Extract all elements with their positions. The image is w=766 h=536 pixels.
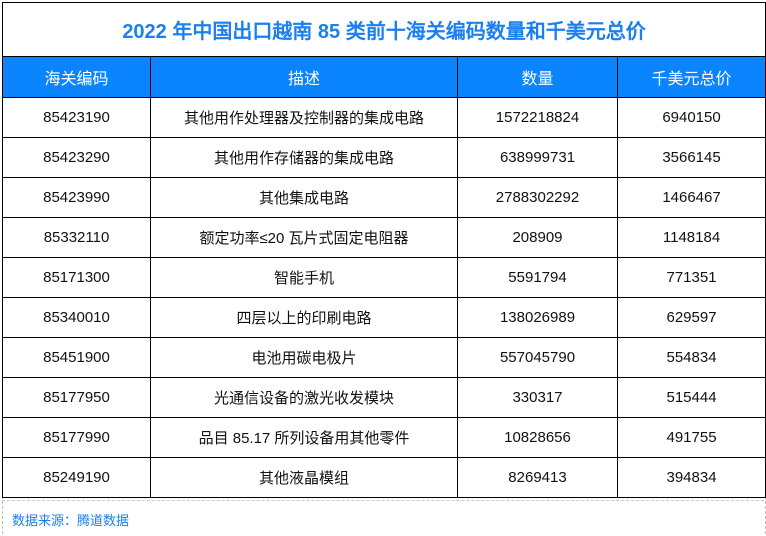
table-cell: 85177990 (2, 417, 151, 458)
column-header: 描述 (150, 56, 458, 98)
table-row: 85171300 智能手机 5591794 771351 (2, 257, 766, 298)
table-cell: 光通信设备的激光收发模块 (150, 377, 458, 418)
table-cell: 其他集成电路 (150, 177, 458, 218)
table-row: 85423990 其他集成电路 2788302292 1466467 (2, 177, 766, 218)
table-cell: 638999731 (457, 137, 618, 178)
table-row: 85423190 其他用作处理器及控制器的集成电路 1572218824 694015… (2, 97, 766, 138)
table-cell: 5591794 (457, 257, 618, 298)
column-header: 海关编码 (2, 56, 151, 98)
table-row: 85451900 电池用碳电极片 557045790 554834 (2, 337, 766, 378)
table-cell: 其他用作存储器的集成电路 (150, 137, 458, 178)
column-header: 千美元总价 (616, 56, 766, 98)
table-row: 85340010 四层以上的印刷电路 138026989 629597 (2, 297, 766, 338)
table-cell: 208909 (457, 217, 618, 258)
table-cell: 85177950 (2, 377, 151, 418)
table-cell: 3566145 (616, 137, 766, 178)
table-row: 85249190 其他液晶模组 8269413 394834 (2, 457, 766, 498)
table-cell: 6940150 (616, 97, 766, 138)
table-title: 2022 年中国出口越南 85 类前十海关编码数量和千美元总价 (1, 2, 766, 57)
table-cell: 四层以上的印刷电路 (150, 297, 458, 338)
table-cell: 1466467 (616, 177, 766, 218)
column-header: 数量 (457, 56, 618, 98)
table-cell: 1572218824 (457, 97, 618, 138)
divider (2, 500, 764, 501)
table-cell: 85451900 (2, 337, 151, 378)
table-cell: 85249190 (2, 457, 151, 498)
table-cell: 85332110 (2, 217, 151, 258)
table-row: 85423290 其他用作存储器的集成电路 638999731 3566145 (2, 137, 766, 178)
table-cell: 1148184 (616, 217, 766, 258)
table-cell: 330317 (457, 377, 618, 418)
table-cell: 10828656 (457, 417, 618, 458)
table-cell: 额定功率≤20 瓦片式固定电阻器 (150, 217, 458, 258)
table-cell: 其他液晶模组 (150, 457, 458, 498)
table-cell: 85171300 (2, 257, 151, 298)
table-cell: 85423290 (2, 137, 151, 178)
table-cell: 智能手机 (150, 257, 458, 298)
table-cell: 557045790 (457, 337, 618, 378)
table-cell: 394834 (616, 457, 766, 498)
data-table: 2022 年中国出口越南 85 类前十海关编码数量和千美元总价 海关编码 描述 数量… (1, 2, 766, 498)
table-cell: 85423990 (2, 177, 151, 218)
table-row: 85332110 额定功率≤20 瓦片式固定电阻器 208909 1148184 (2, 217, 766, 258)
table-row: 85177990 品目 85.17 所列设备用其他零件 10828656 491755 (2, 417, 766, 458)
table-cell: 85340010 (2, 297, 151, 338)
table-cell: 2788302292 (457, 177, 618, 218)
table-cell: 品目 85.17 所列设备用其他零件 (150, 417, 458, 458)
table-cell: 629597 (616, 297, 766, 338)
table-cell: 85423190 (2, 97, 151, 138)
table-cell: 771351 (616, 257, 766, 298)
table-row: 85177950 光通信设备的激光收发模块 330317 515444 (2, 377, 766, 418)
table-cell: 515444 (616, 377, 766, 418)
table-cell: 8269413 (457, 457, 618, 498)
table-cell: 其他用作处理器及控制器的集成电路 (150, 97, 458, 138)
table-cell: 138026989 (457, 297, 618, 338)
source-note: 数据来源：腾道数据 (12, 513, 130, 528)
table-cell: 491755 (616, 417, 766, 458)
table-cell: 554834 (616, 337, 766, 378)
table-cell: 电池用碳电极片 (150, 337, 458, 378)
